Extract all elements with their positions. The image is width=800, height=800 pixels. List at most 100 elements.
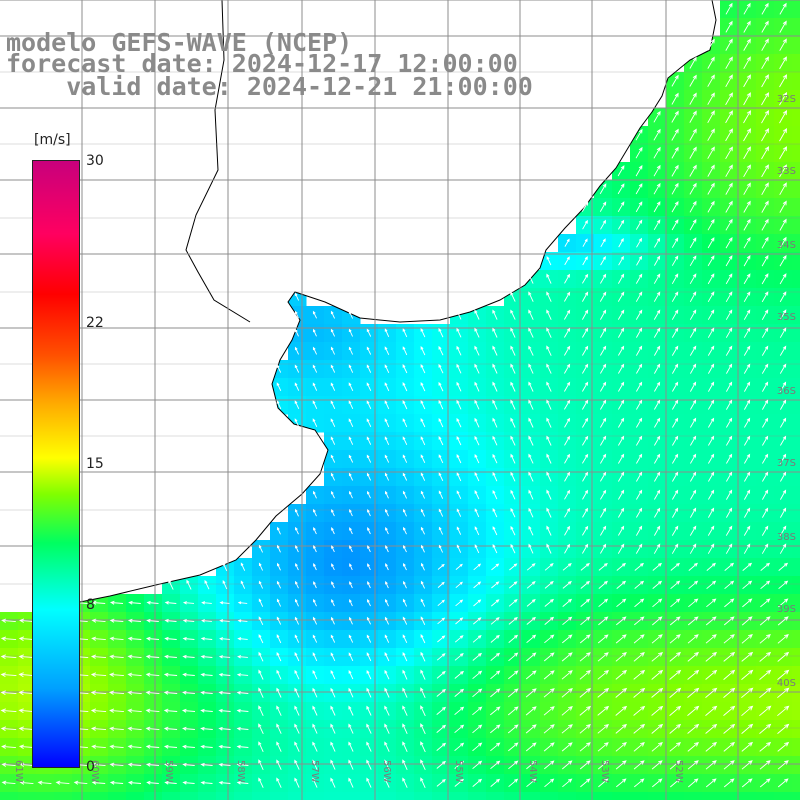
wind-speed-cell bbox=[360, 792, 379, 800]
longitude-label: 59W bbox=[163, 760, 174, 783]
wind-arrow bbox=[582, 238, 588, 247]
wind-arrow bbox=[19, 618, 34, 623]
wind-arrow bbox=[561, 688, 573, 698]
wind-arrow bbox=[582, 291, 589, 302]
wind-arrow bbox=[201, 619, 212, 623]
wind-arrow bbox=[385, 545, 389, 553]
wind-arrow bbox=[258, 580, 264, 589]
wind-arrow bbox=[438, 490, 444, 499]
wind-arrow bbox=[402, 508, 407, 517]
wind-arrow bbox=[726, 471, 733, 482]
wind-arrow bbox=[546, 489, 552, 500]
wind-arrow bbox=[654, 489, 661, 500]
wind-arrow bbox=[437, 581, 445, 588]
wind-arrow bbox=[543, 652, 555, 662]
wind-arrow bbox=[618, 507, 625, 518]
wind-arrow bbox=[472, 688, 483, 698]
wind-arrow bbox=[420, 399, 426, 410]
wind-arrow bbox=[294, 382, 300, 391]
wind-arrow bbox=[687, 651, 700, 662]
wind-arrow bbox=[618, 489, 625, 500]
wind-arrow bbox=[366, 436, 372, 445]
wind-arrow bbox=[294, 346, 300, 355]
wind-speed-cell bbox=[684, 792, 703, 800]
latitude-label: 37S bbox=[777, 458, 796, 469]
wind-arrow bbox=[689, 273, 697, 285]
wind-arrow bbox=[599, 291, 607, 302]
wind-arrow bbox=[671, 219, 679, 231]
wind-arrow bbox=[670, 580, 681, 590]
wind-arrow bbox=[689, 219, 697, 231]
latitude-label: 32S bbox=[777, 94, 796, 105]
wind-arrow bbox=[653, 291, 661, 302]
wind-arrow bbox=[492, 543, 498, 554]
wind-arrow bbox=[384, 346, 390, 355]
wind-arrow bbox=[526, 598, 536, 607]
wind-arrow bbox=[707, 525, 715, 536]
wind-arrow bbox=[182, 636, 195, 641]
wind-arrow bbox=[600, 345, 607, 356]
wind-speed-cell bbox=[792, 666, 800, 685]
wind-arrow bbox=[128, 600, 141, 605]
wind-arrow bbox=[163, 708, 178, 713]
wind-arrow bbox=[349, 581, 353, 589]
wind-arrow bbox=[705, 651, 717, 662]
wind-arrow bbox=[760, 580, 771, 590]
wind-arrow bbox=[636, 237, 643, 248]
wind-arrow bbox=[725, 237, 733, 249]
wind-arrow bbox=[490, 670, 501, 680]
wind-speed-cell bbox=[792, 126, 800, 145]
wind-arrow bbox=[348, 472, 354, 481]
wind-arrow bbox=[779, 182, 787, 196]
wind-arrow bbox=[472, 760, 483, 770]
wind-arrow bbox=[330, 687, 336, 698]
wind-arrow bbox=[438, 436, 444, 446]
wind-arrow bbox=[366, 759, 372, 770]
wind-arrow bbox=[779, 164, 787, 178]
wind-arrow bbox=[616, 598, 627, 608]
wind-arrow bbox=[725, 182, 733, 195]
wind-arrow bbox=[690, 471, 697, 482]
wind-arrow bbox=[438, 399, 444, 410]
wind-arrow bbox=[349, 527, 353, 535]
wind-arrow bbox=[402, 759, 408, 770]
wind-arrow bbox=[671, 182, 679, 195]
wind-arrow bbox=[743, 56, 751, 70]
wind-arrow bbox=[508, 670, 519, 680]
wind-arrow bbox=[670, 778, 681, 788]
longitude-label: 53W bbox=[599, 760, 610, 783]
wind-arrow bbox=[385, 526, 389, 535]
wind-arrow bbox=[437, 599, 445, 607]
wind-arrow bbox=[580, 616, 591, 626]
wind-arrow bbox=[761, 38, 769, 51]
wind-arrow bbox=[474, 417, 480, 428]
wind-arrow bbox=[618, 435, 625, 446]
wind-arrow bbox=[546, 507, 552, 518]
wind-speed-cell bbox=[54, 792, 73, 800]
wind-arrow bbox=[687, 616, 699, 626]
wind-arrow bbox=[762, 417, 769, 428]
wind-arrow bbox=[761, 273, 769, 285]
wind-arrow bbox=[456, 454, 462, 464]
wind-arrow bbox=[90, 708, 107, 713]
wind-arrow bbox=[546, 543, 552, 554]
wind-arrow bbox=[780, 381, 787, 392]
wind-arrow bbox=[525, 742, 537, 752]
longitude-label: 58W bbox=[235, 760, 246, 783]
wind-arrow bbox=[510, 489, 516, 500]
wind-arrow bbox=[403, 563, 407, 571]
wind-arrow bbox=[385, 598, 389, 607]
wind-arrow bbox=[384, 777, 390, 788]
wind-arrow bbox=[689, 327, 697, 338]
wind-arrow bbox=[420, 616, 426, 625]
wind-arrow bbox=[402, 490, 408, 499]
wind-arrow bbox=[690, 399, 697, 410]
wind-arrow bbox=[705, 760, 717, 770]
wind-arrow bbox=[164, 780, 177, 785]
wind-arrow bbox=[331, 508, 335, 517]
wind-arrow bbox=[672, 399, 679, 410]
wind-arrow bbox=[546, 363, 552, 374]
wind-arrow bbox=[761, 74, 769, 88]
wind-speed-cell bbox=[792, 558, 800, 577]
wind-arrow bbox=[671, 237, 679, 248]
